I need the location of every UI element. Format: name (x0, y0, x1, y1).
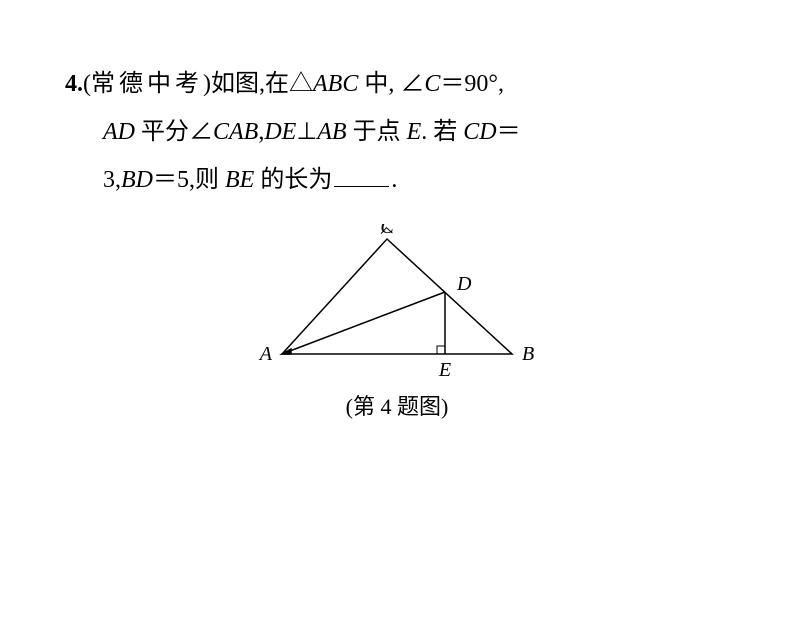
caption-num: 4 (381, 394, 392, 419)
svg-text:E: E (438, 359, 451, 381)
svg-text:B: B (522, 343, 534, 365)
text-2c: . 若 (421, 119, 463, 145)
be-var: BE (225, 167, 254, 193)
line-1: 4.(常德中考)如图,在△ABC 中, ∠C＝90°, (65, 60, 729, 108)
svg-text:A: A (258, 343, 273, 365)
period: . (391, 167, 397, 193)
c-var: C (424, 71, 440, 97)
figure-caption: (第 4 题图) (65, 389, 729, 421)
text-1b: 中, (358, 71, 400, 97)
perp-symbol: ⊥ (296, 119, 317, 145)
triangle-figure: C D A B E (252, 224, 542, 384)
text-1a: 如图,在 (211, 71, 289, 97)
e-var: E (407, 119, 422, 145)
abc-var: ABC (313, 71, 358, 97)
source-text: 常德中考 (91, 71, 203, 97)
figure-container: C D A B E (第 4 题图) (65, 224, 729, 421)
source-open: ( (83, 71, 91, 97)
text-3a: ,则 (189, 167, 225, 193)
line-2: AD 平分∠CAB,DE⊥AB 于点 E. 若 CD＝ (65, 108, 729, 156)
answer-blank (334, 163, 389, 187)
svg-text:D: D (456, 273, 472, 295)
cab-var: CAB (213, 119, 258, 145)
bd-var: BD (121, 167, 153, 193)
angle-symbol-1: ∠ (400, 71, 424, 97)
problem-text: 4.(常德中考)如图,在△ABC 中, ∠C＝90°, AD 平分∠CAB,DE… (65, 60, 729, 204)
caption-suffix: 题图) (392, 394, 449, 419)
line-3: 3,BD＝5,则 BE 的长为. (65, 156, 729, 204)
text-2a: 平分 (135, 119, 189, 145)
problem-number: 4. (65, 71, 83, 97)
five-val: 5 (177, 167, 189, 193)
svg-text:C: C (380, 224, 394, 238)
problem-content: 4.(常德中考)如图,在△ABC 中, ∠C＝90°, AD 平分∠CAB,DE… (0, 0, 794, 421)
ab-var: AB (317, 119, 346, 145)
equals-2: ＝ (497, 119, 521, 145)
ad-var: AD (103, 119, 135, 145)
de-var: DE (264, 119, 296, 145)
caption-prefix: (第 (346, 394, 381, 419)
comma-1: , (498, 71, 504, 97)
source-close: ) (203, 71, 211, 97)
equals-3: ＝ (153, 167, 177, 193)
triangle-symbol: △ (289, 71, 313, 97)
ninety-deg: 90° (464, 71, 498, 97)
text-2b: 于点 (347, 119, 407, 145)
three-val: 3 (103, 167, 115, 193)
equals-1: ＝ (440, 71, 464, 97)
angle-symbol-2: ∠ (189, 119, 213, 145)
text-3b: 的长为 (254, 167, 332, 193)
cd-var: CD (463, 119, 496, 145)
